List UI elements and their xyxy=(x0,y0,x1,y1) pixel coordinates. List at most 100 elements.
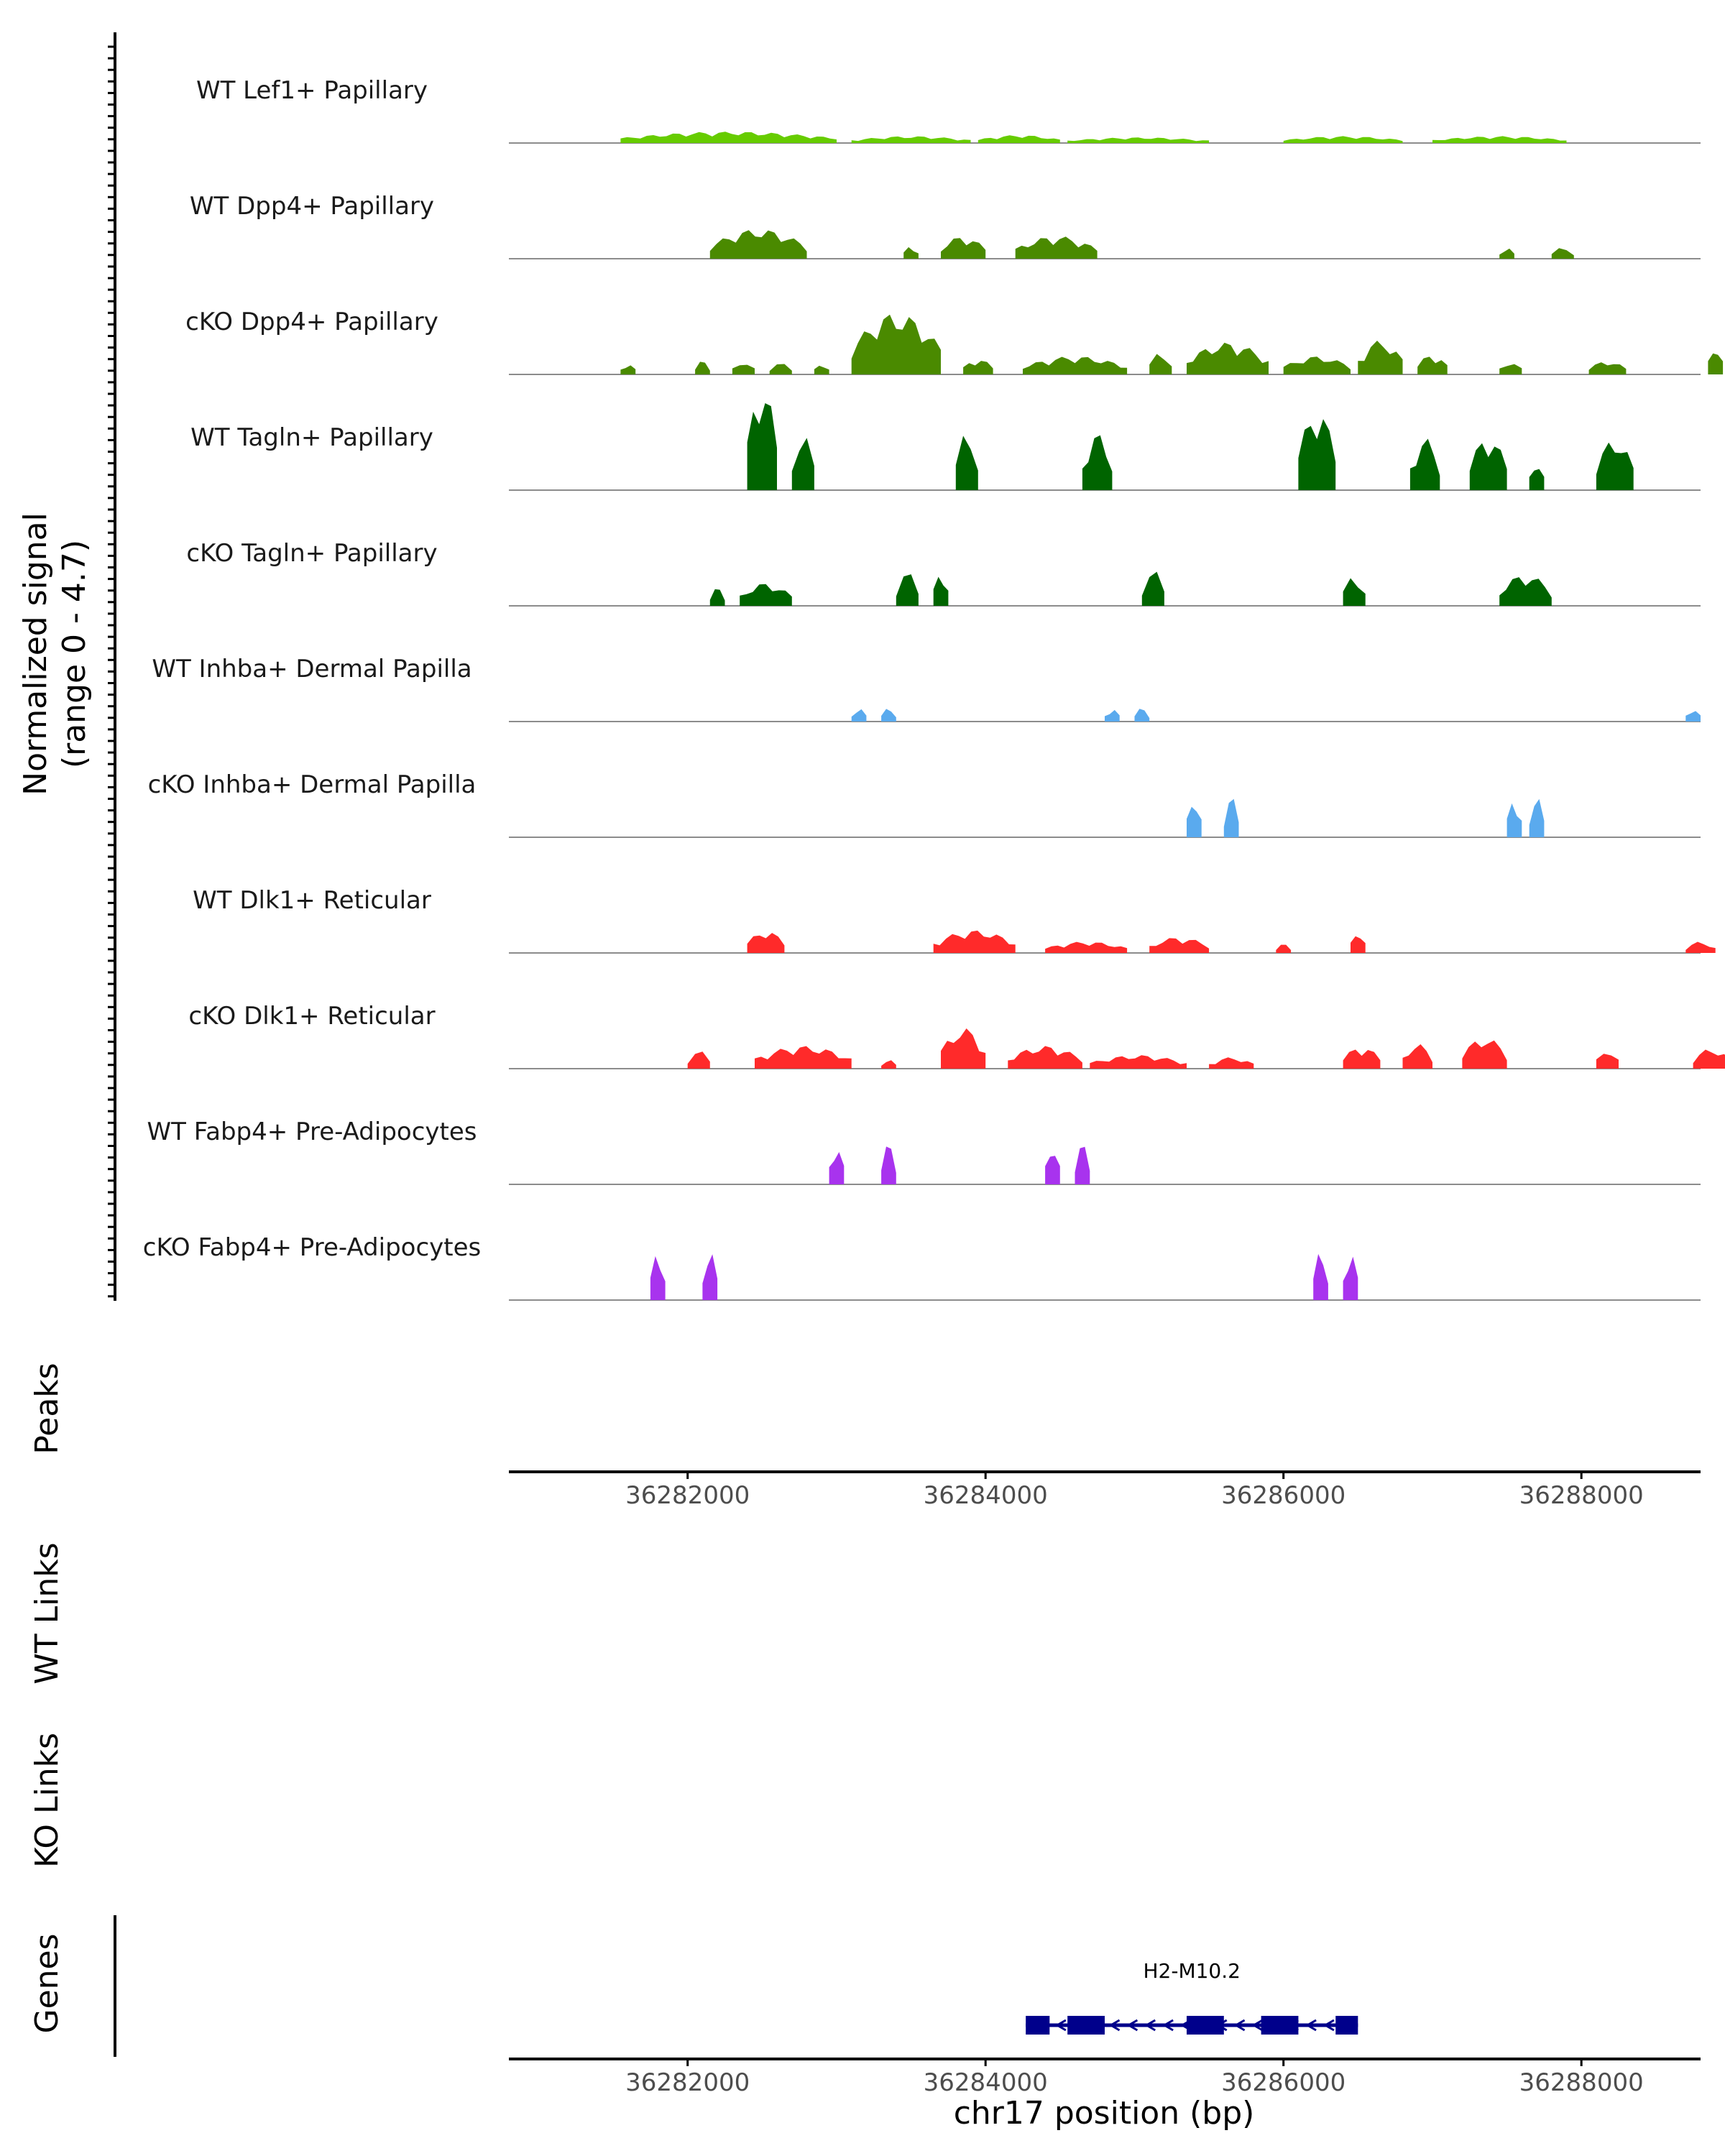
genes-tick-label: 36284000 xyxy=(924,2068,1048,2097)
coverage-peak xyxy=(978,135,1060,143)
x-axis-title: chr17 position (bp) xyxy=(954,2095,1255,2132)
coverage-peak xyxy=(1008,1046,1082,1069)
gene-exon xyxy=(1186,2016,1224,2035)
coverage-peak xyxy=(1149,354,1172,374)
coverage-peak xyxy=(933,576,949,606)
strand-arrow-icon xyxy=(1054,2019,1067,2032)
coverage-peak xyxy=(695,361,710,374)
coverage-peak xyxy=(941,238,986,259)
peaks-tick-label: 36282000 xyxy=(625,1481,750,1510)
coverage-track: cKO Tagln+ Papillary xyxy=(186,539,1701,607)
strand-arrow-icon xyxy=(1144,2019,1156,2032)
coverage-peak xyxy=(769,364,792,374)
coverage-track: cKO Dlk1+ Reticular xyxy=(188,1002,1725,1069)
coverage-peak xyxy=(687,1051,710,1069)
genes-tick-label: 36282000 xyxy=(625,2068,750,2097)
coverage-peak xyxy=(1298,419,1336,490)
coverage-peak xyxy=(1090,1055,1187,1069)
coverage-peak xyxy=(740,584,792,606)
track-label: cKO Dpp4+ Papillary xyxy=(185,308,438,336)
coverage-peak xyxy=(702,1254,718,1300)
coverage-peak xyxy=(1432,136,1567,143)
coverage-peak xyxy=(851,314,941,374)
coverage-track: WT Inhba+ Dermal Papilla xyxy=(152,655,1701,722)
peaks-tick-label: 36284000 xyxy=(924,1481,1048,1510)
coverage-peak xyxy=(1596,1054,1619,1069)
coverage-peak xyxy=(1469,443,1507,490)
coverage-peak xyxy=(1067,137,1210,143)
coverage-peak xyxy=(1708,353,1724,374)
coverage-peak xyxy=(955,436,978,490)
coverage-peak xyxy=(1343,578,1366,606)
coverage-peak xyxy=(1402,1044,1432,1069)
track-label: cKO Fabp4+ Pre-Adipocytes xyxy=(143,1233,482,1262)
coverage-peak xyxy=(1499,577,1552,606)
coverage-peak xyxy=(1529,798,1545,837)
coverage-peak xyxy=(1149,938,1210,953)
track-label: WT Inhba+ Dermal Papilla xyxy=(152,655,472,683)
gene-exon xyxy=(1261,2016,1299,2035)
coverage-peak xyxy=(1409,438,1440,490)
wt-links-panel-label: WT Links xyxy=(29,1542,65,1684)
coverage-peak xyxy=(881,1146,896,1184)
coverage-track: WT Lef1+ Papillary xyxy=(196,76,1701,144)
coverage-peak xyxy=(1283,356,1351,374)
coverage-track: cKO Inhba+ Dermal Papilla xyxy=(148,770,1701,838)
coverage-peak xyxy=(709,230,807,259)
coverage-peak xyxy=(1082,435,1113,490)
coverage-peak xyxy=(881,1060,896,1069)
genes-position-axis: 36282000 36284000 36286000 36288000 xyxy=(509,2058,1701,2097)
coverage-peak xyxy=(620,132,837,143)
y-axis-title-line2: (range 0 - 4.7) xyxy=(56,540,93,768)
ko-links-panel-label: KO Links xyxy=(29,1733,65,1868)
coverage-peak xyxy=(829,1152,845,1184)
gene-track: H2-M10.2 xyxy=(114,1915,1358,2057)
coverage-track: WT Tagln+ Papillary xyxy=(190,403,1701,491)
coverage-peak xyxy=(1506,803,1522,837)
track-label: WT Dlk1+ Reticular xyxy=(193,886,431,915)
coverage-peak xyxy=(1134,709,1150,722)
coverage-peak xyxy=(1499,364,1522,374)
coverage-peak xyxy=(1351,936,1366,953)
track-label: cKO Inhba+ Dermal Papilla xyxy=(148,770,477,799)
coverage-peak xyxy=(963,361,993,374)
coverage-peak xyxy=(1075,1146,1090,1184)
coverage-peak xyxy=(1551,248,1574,259)
track-label: WT Tagln+ Papillary xyxy=(190,423,433,452)
coverage-peak xyxy=(620,365,636,374)
track-label: cKO Tagln+ Papillary xyxy=(186,539,437,568)
coverage-peak xyxy=(1045,1156,1060,1184)
coverage-peak xyxy=(732,364,755,374)
coverage-peak xyxy=(650,1256,666,1300)
coverage-peak xyxy=(1343,1049,1381,1069)
strand-arrow-icon xyxy=(1322,2019,1335,2032)
coverage-peak xyxy=(1105,709,1120,722)
coverage-track: WT Dpp4+ Papillary xyxy=(190,192,1701,259)
coverage-peak xyxy=(1358,341,1403,374)
coverage-track: cKO Fabp4+ Pre-Adipocytes xyxy=(143,1233,1701,1301)
coverage-peak xyxy=(1187,342,1269,374)
signal-axis xyxy=(108,32,116,1301)
gene-exon xyxy=(1026,2016,1050,2035)
peaks-tick-label: 36286000 xyxy=(1221,1481,1346,1510)
coverage-peak xyxy=(881,709,896,722)
genes-tick-label: 36286000 xyxy=(1221,2068,1346,2097)
coverage-peak xyxy=(1141,571,1164,606)
coverage-peak xyxy=(1187,806,1202,837)
coverage-peak xyxy=(747,403,777,490)
genes-panel-label: Genes xyxy=(29,1933,65,2033)
strand-arrow-icon xyxy=(1233,2019,1246,2032)
coverage-peak xyxy=(791,438,814,490)
coverage-track: cKO Dpp4+ Papillary xyxy=(185,308,1724,375)
coverage-peak xyxy=(1685,941,1716,953)
coverage-peak xyxy=(1313,1253,1328,1300)
strand-arrow-icon xyxy=(1108,2019,1121,2032)
coverage-peak xyxy=(1529,469,1545,490)
y-axis-title-line1: Normalized signal xyxy=(17,512,54,796)
strand-arrow-icon xyxy=(1305,2019,1317,2032)
coverage-peak xyxy=(814,365,829,374)
strand-arrow-icon xyxy=(1251,2019,1264,2032)
coverage-peak xyxy=(1045,941,1128,953)
coverage-peak xyxy=(1023,356,1128,374)
